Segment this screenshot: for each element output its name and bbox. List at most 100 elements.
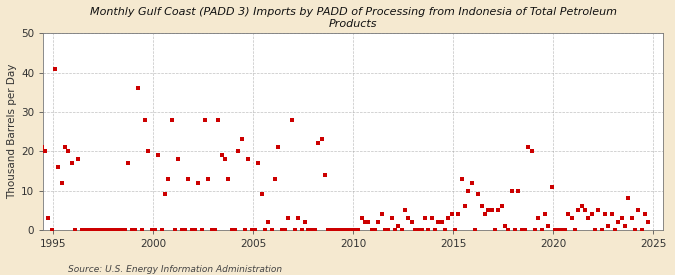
Point [136,228,147,232]
Y-axis label: Thousand Barrels per Day: Thousand Barrels per Day [7,64,17,199]
Point [216,153,227,157]
Point [566,216,577,220]
Point [570,228,580,232]
Point [479,212,490,216]
Point [473,192,484,197]
Point [389,228,400,232]
Point [163,177,173,181]
Point [196,228,207,232]
Point [243,157,254,161]
Point [70,228,80,232]
Point [603,224,614,228]
Point [587,212,597,216]
Point [529,228,540,232]
Point [343,228,354,232]
Point [493,208,504,212]
Point [526,149,537,153]
Point [193,180,204,185]
Point [200,118,211,122]
Point [520,228,531,232]
Point [386,216,397,220]
Point [226,228,237,232]
Point [486,208,497,212]
Point [599,212,610,216]
Point [563,212,574,216]
Point [140,118,151,122]
Point [49,67,60,71]
Point [146,228,157,232]
Point [133,86,144,91]
Point [303,228,314,232]
Point [123,161,134,165]
Point [466,180,477,185]
Point [317,137,327,142]
Point [173,157,184,161]
Text: Source: U.S. Energy Information Administration: Source: U.S. Energy Information Administ… [68,265,281,274]
Point [149,228,160,232]
Point [47,228,57,232]
Point [266,228,277,232]
Point [623,196,634,200]
Point [573,208,584,212]
Point [383,228,394,232]
Point [410,228,421,232]
Point [99,228,110,232]
Point [157,228,167,232]
Point [543,224,554,228]
Point [213,118,223,122]
Point [396,228,407,232]
Point [326,228,337,232]
Point [593,208,603,212]
Point [546,185,557,189]
Point [93,228,104,232]
Point [533,216,543,220]
Point [323,228,333,232]
Point [556,228,567,232]
Point [353,228,364,232]
Point [309,228,320,232]
Point [489,228,500,232]
Point [630,228,641,232]
Point [350,228,360,232]
Point [483,208,493,212]
Point [406,220,417,224]
Point [446,212,457,216]
Point [620,224,630,228]
Point [159,192,170,197]
Point [463,188,474,193]
Point [439,228,450,232]
Point [300,220,310,224]
Point [376,212,387,216]
Point [183,177,194,181]
Point [290,228,300,232]
Point [503,228,514,232]
Point [367,228,377,232]
Point [293,216,304,220]
Point [346,228,357,232]
Point [83,228,94,232]
Point [109,228,120,232]
Point [230,228,240,232]
Point [246,228,257,232]
Point [416,228,427,232]
Point [356,216,367,220]
Point [537,228,547,232]
Point [633,208,644,212]
Point [80,228,90,232]
Point [477,204,487,208]
Point [30,165,40,169]
Point [106,228,117,232]
Point [113,228,124,232]
Point [143,149,154,153]
Point [263,220,273,224]
Point [97,228,107,232]
Point [253,161,264,165]
Point [639,212,650,216]
Point [637,228,647,232]
Point [576,204,587,208]
Point [116,228,127,232]
Point [423,228,434,232]
Point [190,228,200,232]
Point [429,228,440,232]
Point [103,228,113,232]
